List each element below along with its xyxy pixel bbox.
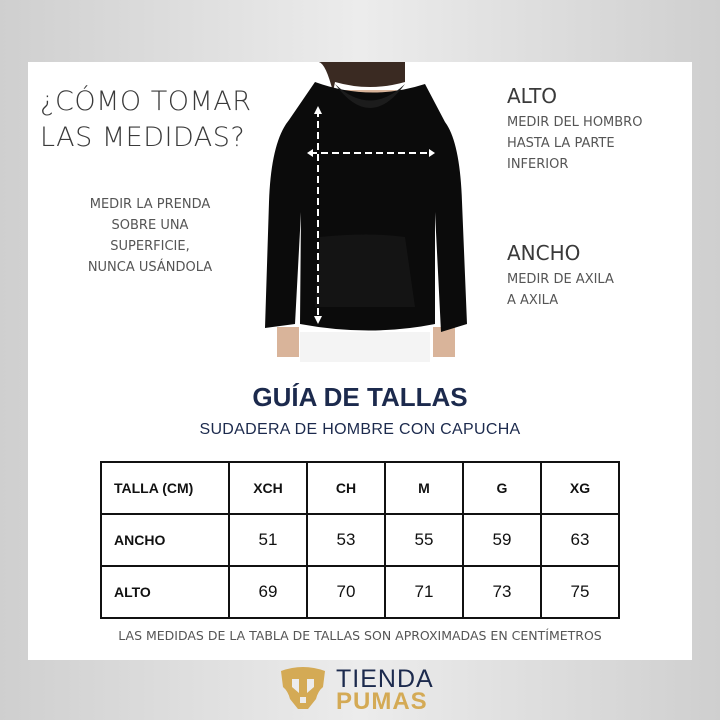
- pumas-logo-icon: [281, 667, 325, 709]
- alto-line: HASTA LA PARTE: [507, 136, 615, 151]
- alto-info: ALTO MEDIR DEL HOMBRO HASTA LA PARTE INF…: [507, 84, 642, 175]
- hoodie-measure-image: [265, 62, 467, 362]
- alto-line: INFERIOR: [507, 157, 569, 172]
- note-line: SUPERFICIE,: [110, 239, 190, 254]
- table-cell: 70: [306, 565, 386, 619]
- guide-title: GUÍA DE TALLAS: [252, 382, 468, 412]
- ancho-line: A AXILA: [507, 293, 559, 308]
- table-cell: 59: [462, 513, 542, 567]
- table-cell: 63: [540, 513, 620, 567]
- note-line: MEDIR LA PRENDA: [89, 197, 211, 212]
- alto-line: MEDIR DEL HOMBRO: [507, 115, 643, 130]
- table-cell: 75: [540, 565, 620, 619]
- note-line: SOBRE UNA: [111, 218, 189, 233]
- header-cell: XG: [540, 461, 620, 515]
- alto-label: ALTO: [507, 84, 558, 108]
- brand-line-2: PUMAS: [336, 688, 428, 715]
- size-table: TALLA (CM) XCH CH M G XG ANCHO 51 53 55 …: [100, 461, 620, 619]
- ancho-info: ANCHO MEDIR DE AXILA A AXILA: [507, 241, 614, 311]
- title-line-2: LAS MEDIDAS?: [40, 122, 246, 153]
- note-line: NUNCA USÁNDOLA: [87, 260, 213, 275]
- footnote: LAS MEDIDAS DE LA TABLA DE TALLAS SON AP…: [118, 628, 602, 643]
- brand-wordmark: TIENDA PUMAS: [336, 665, 434, 715]
- table-cell: 71: [384, 565, 464, 619]
- how-to-measure-title: ¿CÓMO TOMAR LAS MEDIDAS?: [40, 84, 251, 156]
- measure-note: MEDIR LA PRENDA SOBRE UNA SUPERFICIE, NU…: [70, 194, 230, 278]
- table-cell: 55: [384, 513, 464, 567]
- table-row: ALTO 69 70 71 73 75: [100, 565, 620, 619]
- table-cell: 51: [228, 513, 308, 567]
- table-header-row: TALLA (CM) XCH CH M G XG: [100, 461, 620, 515]
- header-cell: CH: [306, 461, 386, 515]
- title-line-1: ¿CÓMO TOMAR: [40, 86, 252, 117]
- guide-subtitle: SUDADERA DE HOMBRE CON CAPUCHA: [199, 421, 521, 438]
- header-cell: TALLA (CM): [100, 461, 230, 515]
- table-cell: 53: [306, 513, 386, 567]
- row-label: ANCHO: [100, 513, 230, 567]
- header-cell: G: [462, 461, 542, 515]
- header-cell: XCH: [228, 461, 308, 515]
- ancho-line: MEDIR DE AXILA: [507, 272, 614, 287]
- ancho-label: ANCHO: [507, 241, 581, 265]
- table-cell: 73: [462, 565, 542, 619]
- brand-line-1: TIENDA: [336, 665, 434, 693]
- table-row: ANCHO 51 53 55 59 63: [100, 513, 620, 567]
- row-label: ALTO: [100, 565, 230, 619]
- table-cell: 69: [228, 565, 308, 619]
- header-cell: M: [384, 461, 464, 515]
